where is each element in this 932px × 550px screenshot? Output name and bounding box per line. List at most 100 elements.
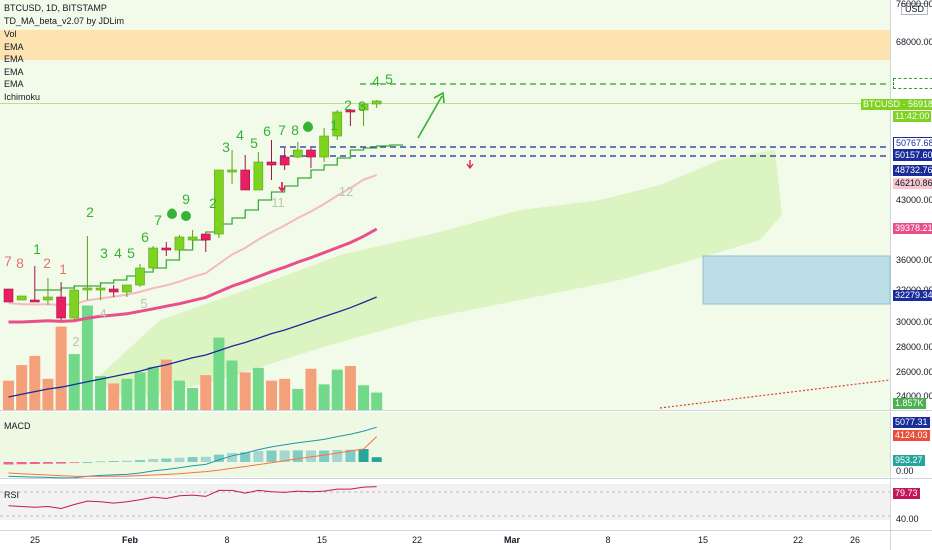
- td-count-label: 4: [114, 245, 122, 261]
- volume-bar: [95, 376, 107, 410]
- time-tick-label: 25: [29, 535, 40, 545]
- price-tick-label: 30000.00: [896, 317, 932, 327]
- candle-body: [332, 111, 343, 137]
- td-count-label: 1: [330, 117, 338, 133]
- price-tick-label: 43000.00: [896, 195, 932, 205]
- legend-item[interactable]: EMA: [4, 79, 24, 90]
- price-tick-label: 68000.00: [896, 37, 932, 47]
- candle-body: [56, 296, 66, 319]
- td-count-label: 8: [16, 255, 24, 271]
- volume-bar: [305, 368, 317, 410]
- td-circle-marker: [181, 211, 191, 221]
- candle-body: [82, 287, 93, 291]
- td-circle-marker: [303, 122, 313, 132]
- candle-body: [266, 161, 277, 166]
- legend-item[interactable]: EMA: [4, 66, 24, 77]
- volume-bar: [187, 388, 199, 410]
- legend-item[interactable]: Vol: [4, 29, 17, 39]
- macd-histogram-bar: [95, 461, 106, 463]
- price-tag: 48732.76: [893, 165, 932, 176]
- td-count-label: 1: [33, 241, 41, 257]
- projection-arrow: [417, 91, 445, 139]
- volume-bar: [252, 367, 264, 410]
- volume-bar: [239, 372, 251, 410]
- macd-histogram-bar: [358, 449, 369, 462]
- volume-bar: [68, 354, 80, 410]
- volume-bar: [226, 360, 238, 410]
- candle-body: [148, 247, 158, 269]
- volume-bar: [147, 366, 159, 410]
- volume-bar: [344, 366, 356, 410]
- price-tag: 50767.68: [893, 137, 932, 150]
- macd-histogram-bar: [161, 458, 172, 462]
- td-count-label: 6: [141, 229, 149, 245]
- volume-bar: [121, 378, 133, 410]
- highlight-band: [0, 30, 890, 60]
- macd-histogram-bar: [187, 457, 198, 462]
- macd-histogram-bar: [227, 453, 238, 462]
- time-tick-label: 22: [792, 535, 803, 545]
- candle-body: [240, 169, 250, 191]
- trend-line-drawing: [659, 379, 891, 409]
- candle-body: [187, 236, 198, 241]
- macd-value-tag: 953.27: [893, 455, 925, 466]
- rsi-line: [8, 486, 377, 510]
- macd-histogram-bar: [266, 450, 277, 462]
- macd-histogram-bar: [253, 451, 264, 462]
- candle-body: [3, 288, 14, 303]
- macd-value-tag: 5077.31: [893, 417, 930, 428]
- macd-value-tag: 4124.03: [893, 430, 930, 441]
- macd-histogram-bar: [319, 450, 330, 462]
- td-count-label: 5: [385, 71, 393, 87]
- candle-body: [43, 296, 53, 301]
- macd-pane-bg: [0, 412, 890, 477]
- candle-body: [253, 161, 264, 191]
- range-box-drawing: [702, 255, 891, 305]
- candle-body: [200, 233, 211, 241]
- legend-item[interactable]: Ichimoku: [4, 92, 41, 102]
- candle-body: [306, 149, 316, 158]
- price-tick-label: 26000.00: [896, 367, 932, 377]
- td-setup-label: 12: [339, 184, 353, 199]
- td-count-label: 5: [127, 245, 135, 261]
- td-setup-label: 5: [140, 296, 147, 311]
- legend-item[interactable]: EMA: [4, 54, 24, 65]
- macd-histogram-bar: [174, 457, 185, 462]
- price-tag: 11:42:00: [893, 111, 932, 122]
- price-tag: 39378.21: [893, 223, 932, 234]
- candle-body: [16, 295, 27, 301]
- candle-body: [227, 169, 237, 173]
- macd-histogram-bar: [292, 450, 303, 462]
- candle-body: [214, 169, 224, 235]
- time-tick-label: Feb: [122, 535, 139, 545]
- rsi-value-tag: 79.73: [893, 488, 920, 499]
- legend-item[interactable]: EMA: [4, 41, 24, 52]
- macd-histogram-bar: [305, 450, 316, 462]
- macd-line: [8, 426, 377, 479]
- macd-histogram-bar: [371, 457, 382, 462]
- rsi-tick-label: 40.00: [896, 514, 919, 524]
- td-count-label: 2: [43, 255, 51, 271]
- candle-body: [371, 100, 382, 105]
- price-tick-label: 28000.00: [896, 342, 932, 352]
- symbol-title: BTCUSD, 1D, BITSTAMP: [4, 3, 107, 13]
- macd-histogram-bar: [135, 460, 145, 462]
- macd-histogram-bar: [69, 462, 80, 464]
- macd-histogram-bar: [213, 454, 224, 462]
- candle-body: [345, 109, 356, 113]
- down-arrow-marker: [466, 160, 474, 170]
- price-tag: 32279.34: [893, 290, 932, 301]
- volume-bar: [279, 378, 291, 410]
- td-count-label: 3: [222, 139, 230, 155]
- volume-bar: [213, 337, 225, 410]
- currency-button[interactable]: USD: [900, 3, 928, 15]
- candle-body: [174, 236, 185, 251]
- td-count-label: 2: [86, 204, 94, 220]
- time-tick-label: 15: [697, 535, 708, 545]
- time-tick-label: 8: [224, 535, 230, 545]
- time-tick-label: 26: [849, 535, 860, 545]
- ema-slow-line: [8, 296, 377, 398]
- td-count-label: 6: [263, 123, 271, 139]
- volume-bar: [160, 359, 172, 410]
